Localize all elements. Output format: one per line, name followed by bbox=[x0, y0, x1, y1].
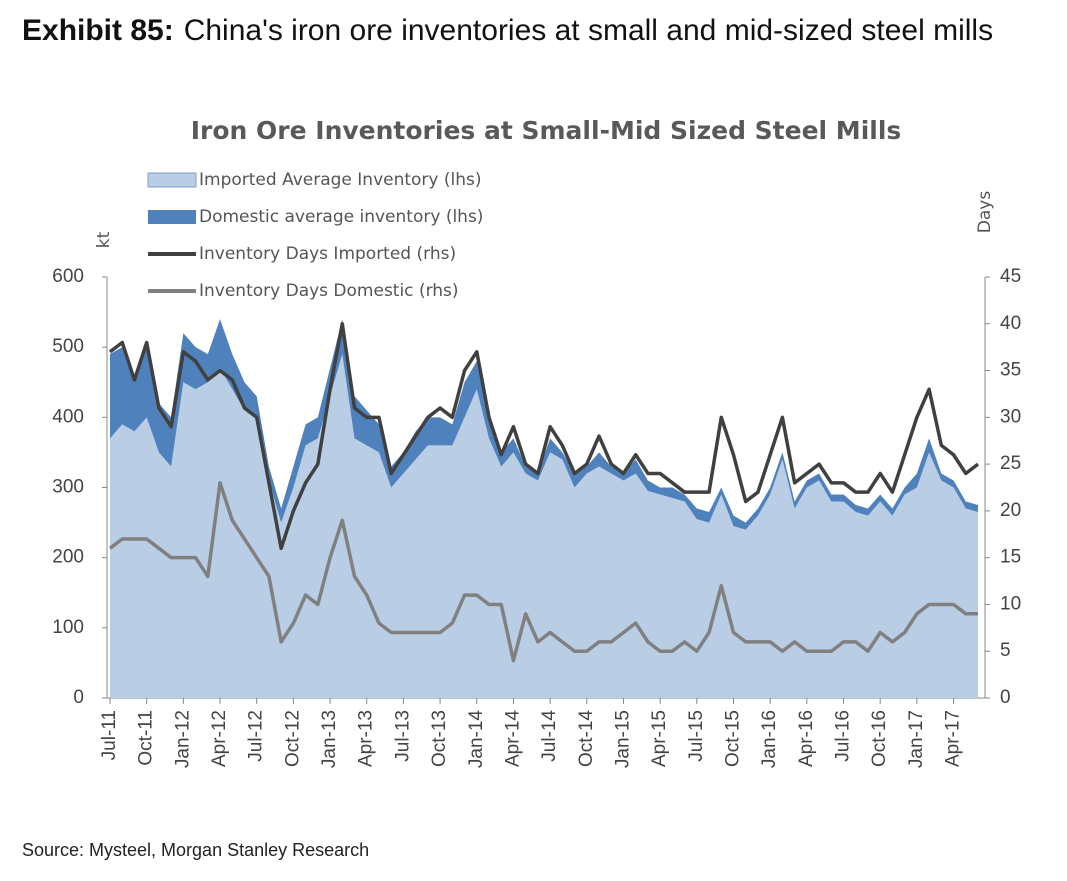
y2-tick-label: 5 bbox=[1000, 640, 1011, 661]
y-tick-label: 500 bbox=[52, 336, 84, 357]
x-tick-label: Jul-11 bbox=[99, 710, 120, 760]
x-tick-label: Jan-12 bbox=[172, 710, 193, 768]
x-tick-label: Jan-16 bbox=[759, 710, 780, 768]
x-tick-label: Apr-15 bbox=[649, 710, 670, 767]
x-tick-label: Apr-17 bbox=[943, 710, 964, 767]
y-tick-label: 0 bbox=[73, 687, 84, 708]
line bbox=[108, 322, 980, 551]
legend-swatch bbox=[148, 210, 196, 224]
x-tick-label: Jan-15 bbox=[612, 710, 633, 768]
x-tick-label: Jan-13 bbox=[319, 710, 340, 768]
x-tick-label: Apr-14 bbox=[502, 710, 523, 767]
x-tick-label: Jul-13 bbox=[392, 710, 413, 762]
x-tick-label: Apr-16 bbox=[796, 710, 817, 767]
y2-tick-label: 45 bbox=[1000, 266, 1021, 287]
x-tick-label: Apr-13 bbox=[356, 710, 377, 767]
legend-label: Inventory Days Domestic (rhs) bbox=[199, 281, 459, 301]
header: Exhibit 85: China's iron ore inventories … bbox=[22, 10, 1022, 52]
area bbox=[110, 354, 978, 698]
x-tick-label: Oct-12 bbox=[282, 710, 303, 767]
area bbox=[110, 319, 978, 530]
exhibit-label: Exhibit 85: bbox=[22, 14, 174, 47]
chart-title: Iron Ore Inventories at Small-Mid Sized … bbox=[191, 116, 902, 145]
x-tick-label: Oct-14 bbox=[576, 710, 597, 767]
y2-tick-label: 15 bbox=[1000, 547, 1021, 568]
y2-tick-label: 40 bbox=[1000, 313, 1021, 334]
x-tick-label: Oct-11 bbox=[136, 710, 157, 766]
y2-tick-label: 25 bbox=[1000, 453, 1021, 474]
line bbox=[108, 481, 978, 663]
y-tick-label: 100 bbox=[52, 617, 84, 638]
y2-tick-label: 0 bbox=[1000, 687, 1011, 708]
y2-tick-label: 10 bbox=[1000, 593, 1021, 614]
y-tick-label: 200 bbox=[52, 547, 84, 568]
y-tick-label: 400 bbox=[52, 406, 84, 427]
exhibit-title: China's iron ore inventories at small an… bbox=[183, 14, 994, 47]
source: Source: Mysteel, Morgan Stanley Research bbox=[22, 840, 370, 860]
legend-label: Imported Average Inventory (lhs) bbox=[199, 170, 482, 190]
y-tick-label: 600 bbox=[52, 266, 84, 287]
legend-swatch bbox=[147, 172, 197, 188]
x-tick-label: Jul-12 bbox=[246, 710, 267, 762]
x-tick-label: Jul-15 bbox=[686, 710, 707, 762]
y-tick-label: 300 bbox=[52, 477, 84, 498]
y2-tick-label: 35 bbox=[1000, 360, 1021, 381]
x-tick-label: Jul-16 bbox=[833, 710, 854, 762]
y2-tick-label: 30 bbox=[1000, 406, 1021, 427]
y2-axis-label: Days bbox=[975, 191, 995, 234]
x-tick-label: Jan-14 bbox=[466, 710, 487, 769]
x-tick-label: Oct-15 bbox=[723, 710, 744, 767]
legend-label: Inventory Days Imported (rhs) bbox=[199, 244, 456, 264]
legend-label: Domestic average inventory (lhs) bbox=[199, 207, 483, 227]
y2-tick-label: 20 bbox=[1000, 500, 1021, 521]
y-axis-label: kt bbox=[94, 231, 114, 248]
x-tick-label: Oct-16 bbox=[869, 710, 890, 767]
x-tick-label: Oct-13 bbox=[429, 710, 450, 767]
x-tick-label: Jul-14 bbox=[539, 710, 560, 762]
x-tick-label: Apr-12 bbox=[209, 710, 230, 767]
chart: Iron Ore Inventories at Small-Mid Sized … bbox=[52, 116, 1021, 769]
x-tick-label: Jan-17 bbox=[906, 710, 927, 768]
